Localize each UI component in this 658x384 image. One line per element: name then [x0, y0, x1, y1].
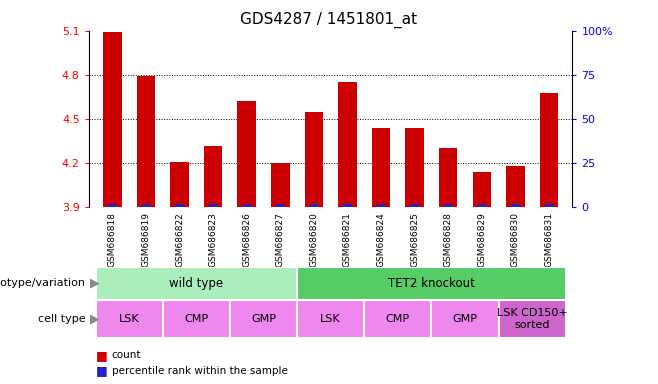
Bar [343, 204, 351, 207]
Bar [141, 204, 150, 207]
Bar [338, 82, 357, 207]
Bar [170, 162, 189, 207]
Bar [310, 204, 318, 207]
Text: GMP: GMP [453, 314, 478, 324]
Text: GSM686821: GSM686821 [343, 212, 352, 267]
Text: percentile rank within the sample: percentile rank within the sample [112, 366, 288, 376]
Bar [444, 204, 452, 207]
Text: ■: ■ [95, 349, 107, 362]
Text: genotype/variation: genotype/variation [0, 278, 86, 288]
Bar [103, 32, 122, 207]
Text: GSM686828: GSM686828 [443, 212, 453, 267]
Bar [432, 300, 499, 338]
Bar [405, 128, 424, 207]
Text: CMP: CMP [184, 314, 209, 324]
Text: GSM686825: GSM686825 [410, 212, 419, 267]
Bar [204, 146, 222, 207]
Bar [545, 204, 553, 207]
Bar [506, 166, 524, 207]
Bar [243, 204, 251, 207]
Text: GSM686831: GSM686831 [544, 212, 553, 267]
Text: ■: ■ [95, 364, 107, 377]
Text: LSK: LSK [320, 314, 341, 324]
Bar [297, 267, 566, 300]
Bar [377, 204, 385, 207]
Bar [95, 267, 297, 300]
Bar [439, 149, 457, 207]
Bar [499, 300, 566, 338]
Bar [305, 112, 323, 207]
Text: LSK CD150+
sorted: LSK CD150+ sorted [497, 308, 568, 329]
Text: GSM686819: GSM686819 [141, 212, 151, 267]
Bar [163, 300, 230, 338]
Bar [209, 204, 217, 207]
Bar [540, 93, 558, 207]
Bar [478, 204, 486, 207]
Text: count: count [112, 350, 141, 360]
Bar [411, 204, 418, 207]
Text: GSM686829: GSM686829 [477, 212, 486, 267]
Text: ▶: ▶ [90, 312, 100, 325]
Text: TET2 knockout: TET2 knockout [388, 277, 475, 290]
Bar [297, 300, 365, 338]
Bar [108, 204, 116, 207]
Text: wild type: wild type [169, 277, 223, 290]
Text: GSM686818: GSM686818 [108, 212, 117, 267]
Bar [511, 204, 520, 207]
Text: GSM686823: GSM686823 [209, 212, 218, 267]
Bar [472, 172, 491, 207]
Text: GSM686830: GSM686830 [511, 212, 520, 267]
Bar [276, 204, 284, 207]
Bar [238, 101, 256, 207]
Text: GSM686824: GSM686824 [376, 212, 386, 267]
Bar [372, 128, 390, 207]
Bar [365, 300, 432, 338]
Text: GDS4287 / 1451801_at: GDS4287 / 1451801_at [240, 12, 418, 28]
Bar [95, 300, 163, 338]
Text: LSK: LSK [119, 314, 139, 324]
Text: CMP: CMP [386, 314, 410, 324]
Bar [271, 163, 290, 207]
Text: ▶: ▶ [90, 277, 100, 290]
Text: GSM686827: GSM686827 [276, 212, 285, 267]
Bar [175, 204, 184, 207]
Text: GMP: GMP [251, 314, 276, 324]
Text: GSM686820: GSM686820 [309, 212, 318, 267]
Bar [230, 300, 297, 338]
Text: GSM686822: GSM686822 [175, 212, 184, 267]
Text: GSM686826: GSM686826 [242, 212, 251, 267]
Text: cell type: cell type [38, 314, 86, 324]
Bar [137, 76, 155, 207]
